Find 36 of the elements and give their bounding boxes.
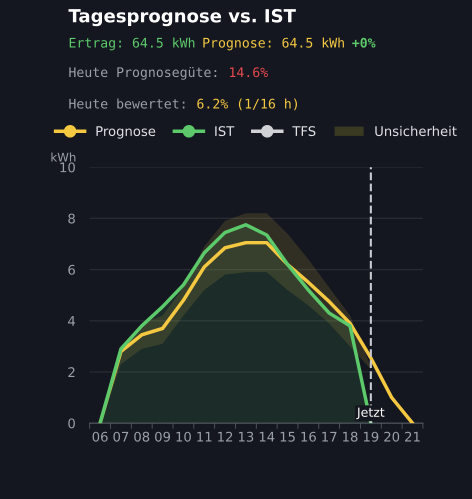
text: 14.6% (230, 67, 268, 78)
text: +0% (352, 38, 376, 48)
x-tick-label: 10 (176, 432, 191, 442)
text: Heute Prognosegüte: (69, 66, 216, 80)
x-tick-label: 14 (260, 432, 274, 442)
x-tick-label: 19 (364, 432, 378, 442)
x-tick-label: 09 (155, 432, 170, 442)
legend-label: TFS (292, 126, 316, 136)
legend-label: IST (215, 126, 234, 136)
ref-line-label: Jetzt (356, 408, 384, 420)
x-tick-label: 17 (322, 432, 336, 442)
text: Ertrag: 64.5 kWh (70, 37, 194, 50)
y-axis-title: kWh (51, 152, 76, 162)
y-tick-label: 6 (68, 264, 75, 275)
x-tick-label: 08 (134, 432, 150, 442)
y-tick-label: 8 (68, 214, 75, 224)
x-tick-label: 15 (280, 432, 295, 442)
legend-label: Prognose (96, 126, 156, 139)
x-tick-label: 06 (92, 432, 108, 442)
text: Prognose: 64.5 kWh (203, 37, 344, 50)
y-tick-label: 0 (68, 418, 75, 428)
x-tick-label: 21 (405, 432, 420, 442)
chart-title: Tagesprognose vs. IST (68, 8, 296, 26)
x-tick-label: 18 (343, 432, 358, 442)
y-tick-label: 2 (68, 367, 74, 377)
legend-label: Unsicherheit (375, 126, 457, 136)
y-tick-label: 4 (68, 316, 76, 326)
x-tick-label: 20 (384, 432, 400, 442)
x-tick-label: 07 (113, 432, 128, 442)
x-tick-label: 12 (218, 432, 232, 442)
x-tick-label: 11 (197, 432, 212, 442)
text: Heute bewertet: (69, 98, 184, 109)
x-tick-label: 16 (301, 432, 316, 442)
text: 6.2% (1/16 h) (197, 98, 297, 110)
y-tick-label: 10 (60, 162, 75, 172)
x-tick-label: 13 (238, 432, 254, 442)
